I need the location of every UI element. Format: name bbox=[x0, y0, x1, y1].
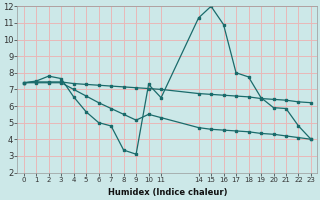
X-axis label: Humidex (Indice chaleur): Humidex (Indice chaleur) bbox=[108, 188, 227, 197]
